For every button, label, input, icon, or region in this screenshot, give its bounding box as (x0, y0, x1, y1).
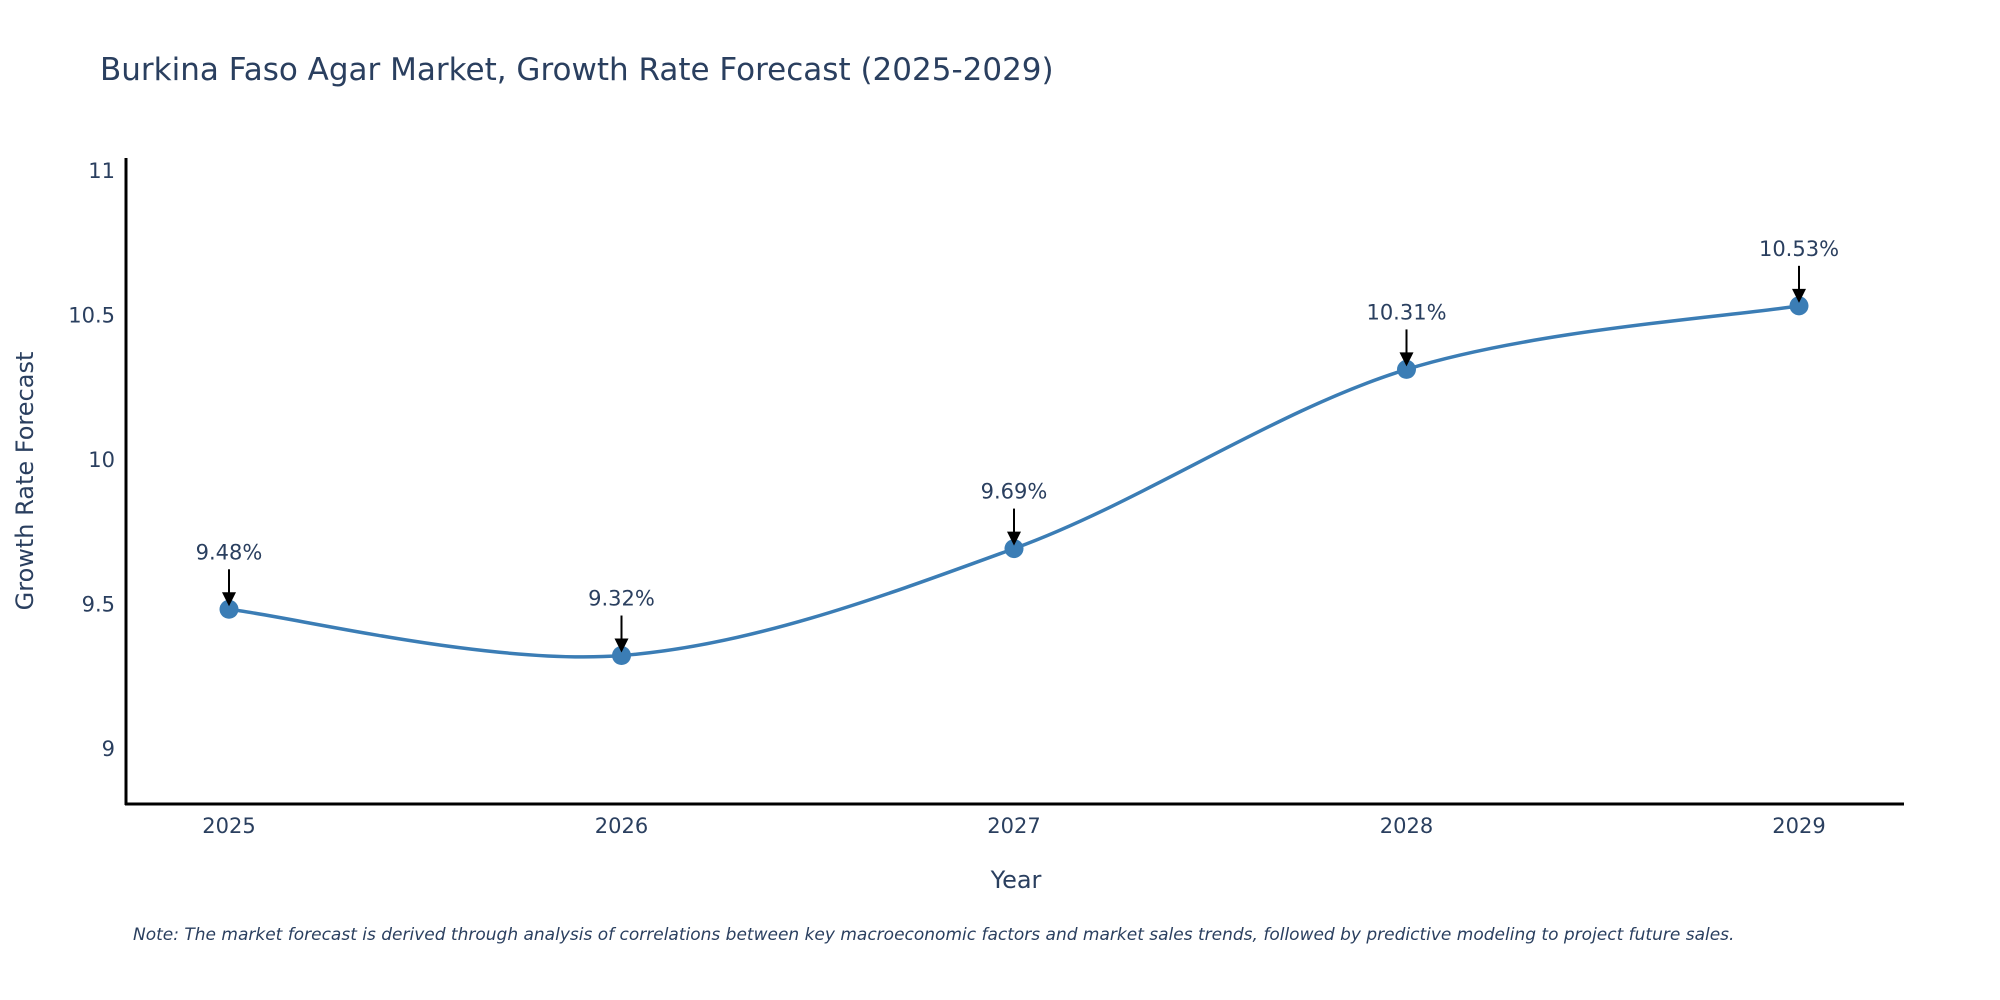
data-annotation: 9.69% (981, 480, 1048, 546)
y-axis-title: Growth Rate Forecast (11, 352, 39, 611)
y-tick-label: 11 (88, 159, 115, 183)
data-point (1397, 359, 1416, 379)
y-tick-label: 10.5 (68, 304, 115, 328)
x-tick-label: 2029 (1772, 814, 1825, 838)
x-tick-label: 2028 (1380, 814, 1433, 838)
data-point (1004, 539, 1024, 559)
annotation-arrow-head (1792, 288, 1806, 303)
data-point (1789, 296, 1809, 316)
data-label: 10.53% (1759, 237, 1839, 261)
data-label: 9.69% (981, 480, 1048, 504)
annotation-arrow-head (222, 592, 236, 607)
data-markers (219, 296, 1809, 666)
y-tick-label: 10 (88, 448, 115, 472)
data-point (219, 599, 239, 619)
x-tick-label: 2027 (987, 814, 1040, 838)
y-tick-label: 9.5 (82, 593, 115, 617)
x-axis-title: Year (990, 866, 1042, 894)
data-point (612, 646, 631, 666)
chart-title: Burkina Faso Agar Market, Growth Rate Fo… (100, 52, 1054, 88)
x-axis-ticks: 2025 2026 2027 2028 2029 (202, 814, 1825, 838)
data-annotations: 9.48% 9.32% 9.69% 10.31% 10.53% (196, 237, 1839, 653)
data-label: 9.48% (196, 540, 263, 564)
data-annotation: 9.32% (588, 587, 655, 653)
data-annotation: 10.53% (1759, 237, 1839, 303)
x-tick-label: 2026 (595, 814, 648, 838)
x-tick-label: 2025 (202, 814, 255, 838)
annotation-arrow-head (1007, 531, 1021, 546)
chart-note: Note: The market forecast is derived thr… (133, 925, 1734, 945)
data-label: 9.32% (588, 587, 655, 611)
data-label: 10.31% (1366, 300, 1446, 324)
data-annotation: 10.31% (1366, 300, 1447, 367)
annotation-arrow-head (1399, 352, 1414, 367)
data-annotation: 9.48% (196, 540, 263, 607)
y-axis-ticks: 9 9.5 10 10.5 11 (68, 159, 115, 761)
annotation-arrow-head (614, 638, 629, 653)
y-tick-label: 9 (102, 737, 115, 761)
